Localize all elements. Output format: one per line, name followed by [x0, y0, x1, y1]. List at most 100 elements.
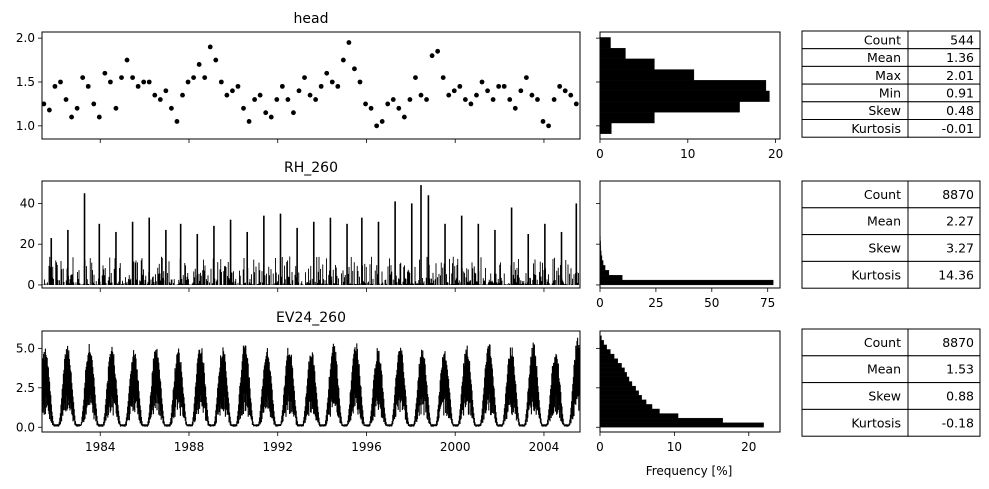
data-point [435, 48, 441, 54]
x-tick-label: 10 [667, 440, 682, 454]
histogram-bar [599, 58, 655, 70]
histogram-bar [599, 90, 770, 102]
histogram-bar [599, 279, 774, 286]
data-point [407, 97, 413, 102]
x-tick-label: 1996 [351, 440, 382, 454]
data-point [246, 119, 252, 124]
table-cell-value [907, 119, 981, 138]
data-point [174, 119, 180, 124]
table-value: 0.48 [946, 103, 974, 118]
data-point [80, 75, 86, 81]
table-value: 3.27 [946, 241, 974, 256]
stats-table-ev24-260: Count 8870 Mean 1.53 Skew 0.88 Kurtosis -0.18 [801, 328, 981, 437]
table-cell-label [801, 328, 909, 357]
table-value: 0.88 [946, 389, 974, 404]
data-point [457, 83, 463, 89]
table-label: Count [864, 187, 901, 202]
data-point [52, 83, 58, 89]
table-label: Skew [868, 389, 901, 404]
data-point [163, 88, 169, 94]
data-point [451, 88, 457, 94]
x-tick-label: 1984 [85, 440, 116, 454]
table-label: Mean [867, 50, 901, 65]
histogram-bar [599, 417, 723, 423]
data-point [507, 97, 513, 102]
data-point [85, 83, 91, 89]
x-tick-label: 10 [680, 147, 695, 161]
table-label: Skew [868, 241, 901, 256]
data-point [335, 83, 341, 89]
y-tick-label: 1.5 [16, 75, 35, 89]
histogram-bar [599, 270, 610, 276]
data-point [546, 123, 551, 129]
data-point [340, 57, 346, 63]
data-point [385, 101, 391, 107]
data-point [352, 66, 357, 72]
x-tick-label: 0 [596, 440, 604, 454]
data-point [263, 110, 269, 116]
data-point [213, 57, 219, 63]
histogram-bar [599, 101, 740, 113]
x-tick-label: 0 [596, 296, 604, 310]
table-value: 2.01 [946, 68, 974, 83]
y-tick-label: 2.0 [16, 31, 35, 45]
data-point [207, 44, 213, 50]
series-line [42, 256, 580, 285]
table-cell-label [801, 260, 909, 289]
table-cell-label [801, 207, 909, 236]
data-point [568, 92, 574, 98]
data-point [124, 57, 130, 63]
table-value: -0.18 [942, 415, 974, 430]
data-point [274, 97, 280, 102]
title-ev24-260: EV24_260 [276, 310, 346, 326]
histogram-bar [599, 47, 626, 59]
timeseries-rh-260-axes: 0 20 40 [20, 180, 581, 292]
data-point [146, 79, 152, 85]
stats-table-head: Count 544 Mean 1.36 Max 2.01 Min 0.91 Skew 0.48 Ku… [801, 30, 981, 138]
histogram-bar [599, 349, 611, 355]
x-tick-label: 1992 [262, 440, 293, 454]
data-point [152, 92, 158, 98]
data-point [202, 75, 208, 81]
data-point [440, 75, 446, 81]
table-cell-value [907, 234, 981, 262]
data-point [108, 79, 113, 85]
x-tick-label: 20 [768, 147, 783, 161]
data-point [374, 123, 380, 129]
data-point [224, 92, 230, 98]
data-point [424, 97, 429, 102]
axes-frame [599, 31, 781, 140]
x-tick-label: 50 [704, 296, 719, 310]
data-point [396, 105, 402, 111]
histogram-bar [599, 422, 764, 428]
histogram-bar [599, 385, 636, 391]
data-point [496, 83, 502, 89]
data-point [257, 92, 263, 98]
data-point [401, 114, 407, 120]
data-point [291, 110, 296, 116]
table-label: Mean [867, 362, 901, 377]
data-point [557, 83, 563, 89]
axes-frame [41, 180, 581, 289]
table-label: Count [864, 335, 901, 350]
x-tick-label: 20 [741, 440, 756, 454]
y-tick-label: 2.5 [16, 381, 35, 395]
table-cell-label [801, 408, 909, 437]
data-point [302, 75, 307, 81]
data-point [279, 83, 285, 89]
y-tick-label: 1.0 [16, 119, 35, 133]
table-value: 8870 [942, 335, 974, 350]
histogram-bar [599, 413, 679, 419]
data-point [501, 83, 507, 89]
title-rh-260: RH_260 [284, 160, 338, 176]
histogram-bar [599, 112, 655, 124]
data-point [46, 107, 52, 113]
data-point [230, 88, 235, 94]
data-point [318, 83, 324, 89]
data-point [512, 105, 518, 111]
histogram-bar [599, 376, 630, 382]
histogram-head-axes: 0 10 20 [596, 31, 783, 161]
stats-table-rh-260: Count 8870 Mean 2.27 Skew 3.27 Kurtosis 14.36 [801, 180, 981, 289]
data-point [313, 97, 319, 102]
data-point [523, 75, 529, 81]
